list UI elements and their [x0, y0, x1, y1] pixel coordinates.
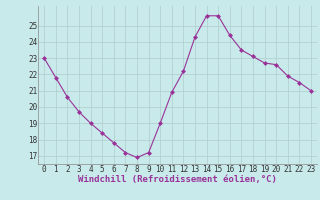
- X-axis label: Windchill (Refroidissement éolien,°C): Windchill (Refroidissement éolien,°C): [78, 175, 277, 184]
